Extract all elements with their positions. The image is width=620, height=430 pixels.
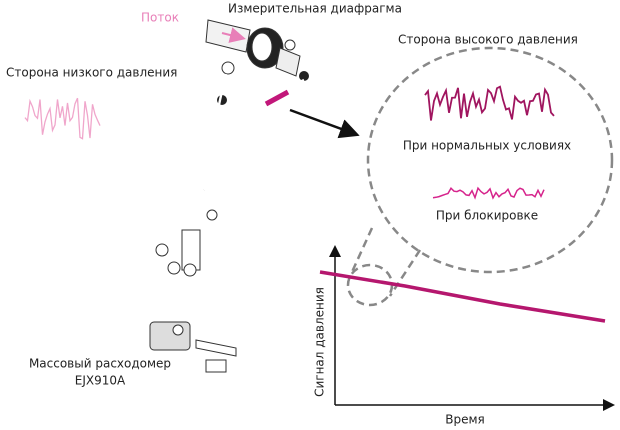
flowmeter-model: EJX910A bbox=[75, 374, 126, 388]
flowmeter-label: Массовый расходомер bbox=[29, 357, 171, 371]
normal-label: При нормальных условиях bbox=[403, 139, 571, 153]
y-axis-label: Сигнал давления bbox=[313, 287, 327, 397]
low-side-label: Сторона низкого давления bbox=[6, 66, 177, 80]
normal-noise bbox=[424, 85, 555, 121]
low-side-noise bbox=[24, 97, 101, 140]
high-side-label: Сторона высокого давления bbox=[398, 33, 578, 47]
flow-label: Поток bbox=[141, 11, 179, 25]
blocked-noise bbox=[432, 186, 545, 200]
orifice-device bbox=[205, 19, 309, 105]
orifice-label: Измерительная диафрагма bbox=[228, 2, 402, 16]
zoom-bubble bbox=[346, 46, 614, 307]
zoom-arrow bbox=[289, 108, 360, 139]
blocked-label: При блокировке bbox=[436, 209, 538, 223]
x-axis-label: Время bbox=[445, 413, 485, 427]
impulse-piping bbox=[149, 73, 305, 373]
signal-curve bbox=[319, 270, 606, 323]
